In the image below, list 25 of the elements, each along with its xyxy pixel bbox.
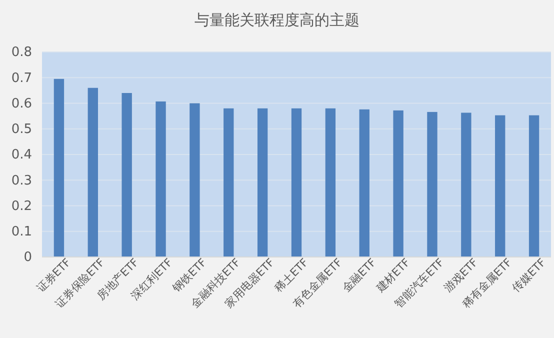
bar [291,108,302,257]
bar [156,101,166,257]
bar [88,88,98,257]
chart-title: 与量能关联程度高的主题 [194,11,360,29]
bar [495,115,506,257]
bar [427,112,438,257]
bar [393,110,404,257]
y-tick-label: 0.7 [11,70,32,86]
y-tick-label: 0.2 [11,198,32,214]
bar [122,93,132,257]
y-tick-label: 0 [24,250,32,266]
y-tick-label: 0.6 [11,96,32,112]
bar [461,112,472,257]
y-tick-label: 0.3 [11,173,32,188]
y-tick-label: 0.5 [11,122,32,138]
y-tick-label: 0.1 [11,224,32,240]
bar [54,78,64,257]
bar [190,103,200,257]
y-tick-label: 0.4 [11,148,32,163]
bar [325,108,336,257]
y-tick-label: 0.8 [11,45,32,60]
bar [257,108,268,257]
bar [359,109,370,257]
bar [224,108,234,257]
bar [528,115,540,257]
